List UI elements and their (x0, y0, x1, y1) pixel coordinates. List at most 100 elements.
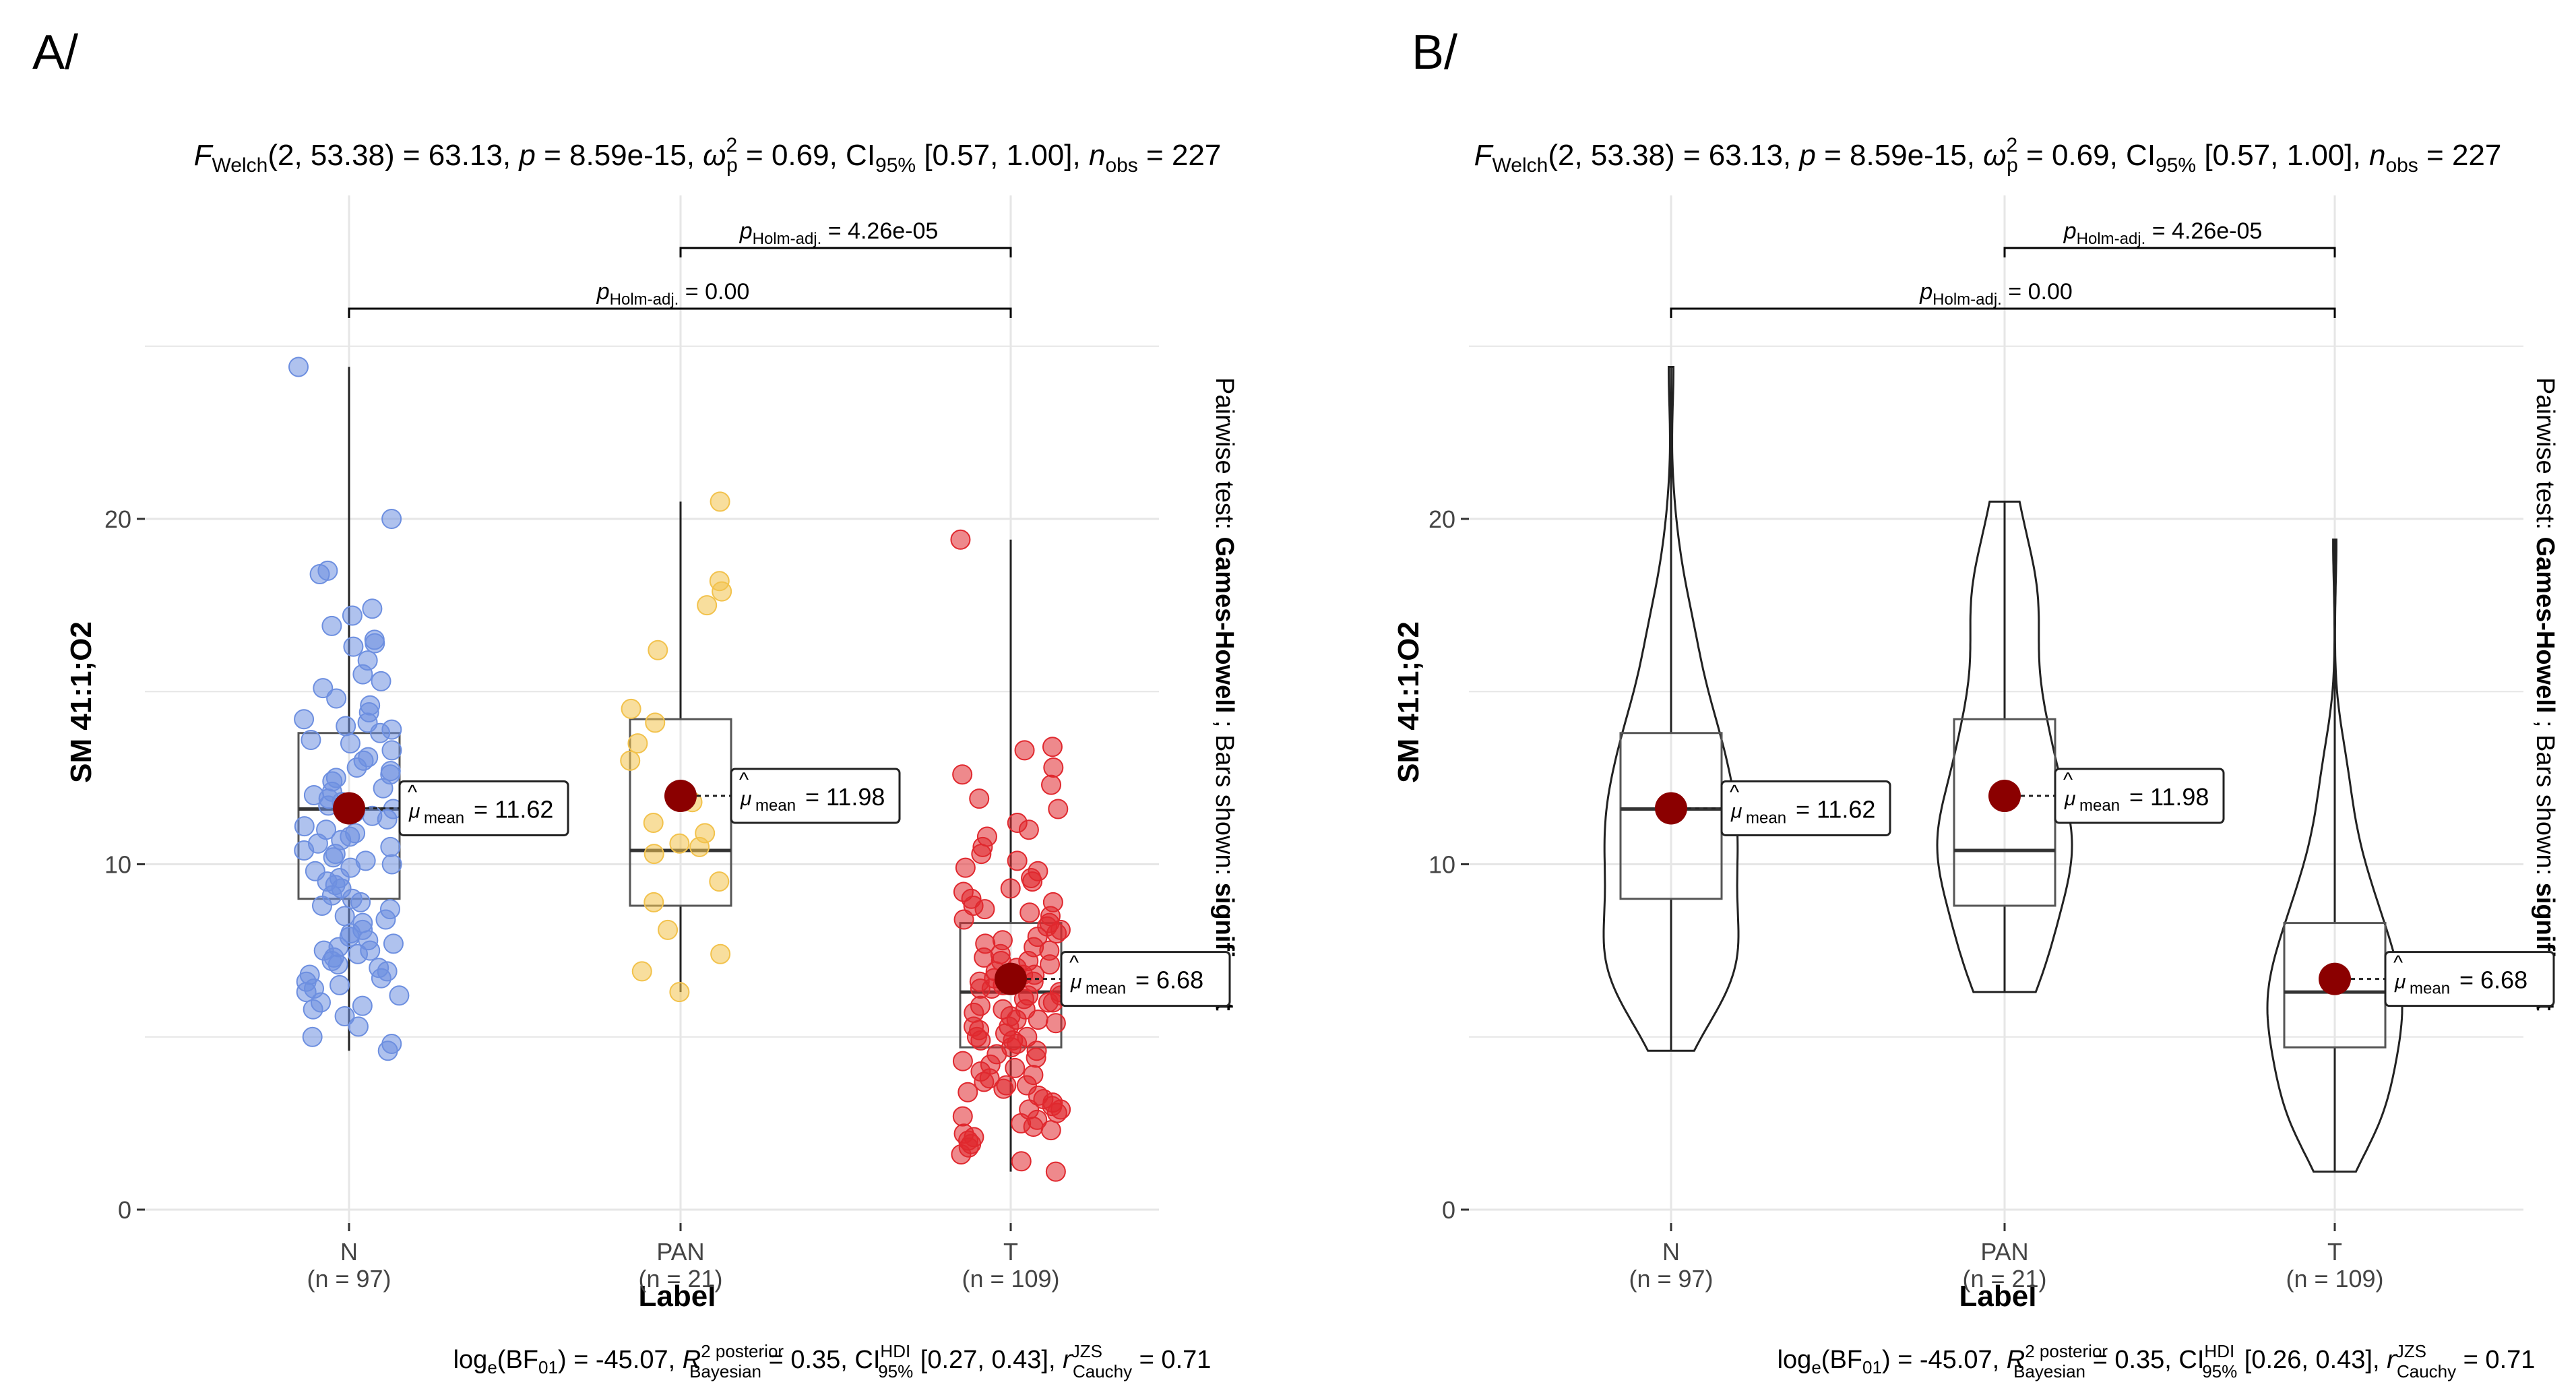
x-tick-label: N (1662, 1238, 1680, 1266)
y-tick-label: 20 (1428, 505, 1455, 533)
data-point (343, 636, 364, 657)
mean-label-box (730, 768, 901, 824)
data-point (381, 854, 402, 875)
data-point (993, 999, 1013, 1020)
data-point (303, 999, 323, 1020)
x-tick-label: T (1003, 1238, 1018, 1266)
data-point (953, 909, 974, 930)
data-point (350, 892, 371, 912)
data-point (336, 716, 356, 737)
data-point (1046, 923, 1067, 943)
mean-label-hat: ^ (1069, 952, 1079, 974)
data-point (952, 1106, 973, 1127)
data-point (969, 971, 990, 992)
panel-b: B/ FWelch(2, 53.38) = 63.13, p = 8.59e-1… (1392, 26, 2559, 1381)
data-point (1018, 951, 1039, 971)
mean-label-sub: mean (1746, 809, 1786, 827)
data-point (334, 1006, 355, 1026)
y-tick-label: 0 (1442, 1196, 1455, 1224)
bracket-label: pHolm-adj. = 4.26e-05 (2063, 218, 2263, 248)
panel-b-stats-top: FWelch(2, 53.38) = 63.13, p = 8.59e-15, … (1474, 134, 2502, 177)
mean-label-sub: mean (755, 797, 796, 815)
mean-label-hat: ^ (2393, 952, 2403, 974)
mean-label-value: = 6.68 (1135, 966, 1203, 994)
data-point (383, 933, 404, 954)
mean-label-hat: ^ (2063, 769, 2073, 791)
data-point (689, 836, 710, 857)
x-tick-label: PAN (1980, 1238, 2028, 1266)
data-point (1041, 774, 1062, 795)
data-point (288, 356, 309, 377)
bracket-label: pHolm-adj. = 0.00 (596, 279, 750, 309)
data-point (1011, 1151, 1032, 1172)
data-point (294, 840, 315, 861)
data-point (971, 844, 992, 865)
data-point (627, 733, 648, 754)
mean-label-box (2054, 768, 2225, 824)
data-point (346, 757, 367, 778)
data-point (658, 919, 679, 940)
significance-bracket (679, 247, 1012, 257)
data-point (327, 954, 348, 975)
data-point (352, 664, 373, 685)
panel-a-xlabel: Label (639, 1280, 716, 1313)
mean-label-box (1720, 780, 1891, 836)
mean-label-sub: mean (1086, 980, 1126, 998)
data-point (643, 844, 664, 865)
panel-a-stats-bottom: loge(BF01) = -45.07, R2 posterior Bayesia… (453, 1341, 1212, 1381)
panel-b-ylabel: SM 41:1;O2 (1392, 621, 1425, 783)
data-point (311, 896, 332, 916)
data-point (957, 1082, 978, 1102)
data-point (697, 595, 718, 616)
data-point (348, 1016, 369, 1037)
data-point (1050, 1099, 1071, 1120)
data-point (643, 892, 664, 912)
data-point (362, 598, 383, 619)
mean-label-hat: ^ (1730, 781, 1739, 803)
bracket-label: pHolm-adj. = 0.00 (1919, 279, 2073, 309)
data-point (1018, 985, 1039, 1006)
data-point (294, 816, 315, 837)
y-tick-label: 10 (104, 851, 131, 879)
data-point (1045, 1161, 1066, 1182)
data-point (1040, 1120, 1061, 1141)
data-point (381, 509, 402, 529)
significance-bracket (2003, 247, 2336, 257)
data-point (373, 778, 394, 799)
data-point (1022, 871, 1043, 892)
mean-label-symbol: μ (408, 800, 420, 822)
panel-b-stats-bottom: loge(BF01) = -45.07, R2 posterior Bayesia… (1778, 1341, 2536, 1381)
data-point (365, 633, 385, 654)
data-point (1042, 737, 1063, 757)
significance-bracket (1670, 307, 2336, 318)
data-point (970, 1030, 991, 1051)
x-count-label: (n = 97) (307, 1265, 391, 1293)
mean-point (1988, 780, 2021, 813)
data-point (950, 529, 971, 550)
panel-a-stats-top: FWelch(2, 53.38) = 63.13, p = 8.59e-15, … (194, 134, 1222, 177)
data-point (348, 943, 369, 964)
data-point (340, 733, 360, 754)
mean-label-symbol: μ (1730, 800, 1742, 822)
data-point (631, 961, 652, 982)
mean-label-hat: ^ (739, 769, 749, 791)
panel-b-side-note: Pairwise test: Games-Howell ; Bars shown… (2531, 377, 2559, 1011)
x-count-label: (n = 97) (1629, 1265, 1713, 1293)
data-point (645, 712, 666, 733)
mean-label-box (2384, 951, 2555, 1007)
data-point (1005, 1057, 1026, 1078)
panel-a: A/ FWelch(2, 53.38) = 63.13, p = 8.59e-1… (32, 26, 1238, 1381)
mean-label-box (1060, 951, 1231, 1007)
mean-point (1655, 792, 1687, 825)
mean-label-symbol: μ (1070, 971, 1081, 993)
data-point (371, 968, 391, 989)
data-point (352, 995, 373, 1016)
data-point (621, 698, 641, 719)
data-point (323, 847, 344, 868)
data-point (952, 764, 973, 785)
mean-label-value: = 11.62 (474, 795, 553, 823)
x-tick-label: N (340, 1238, 358, 1266)
data-point (1042, 992, 1063, 1013)
